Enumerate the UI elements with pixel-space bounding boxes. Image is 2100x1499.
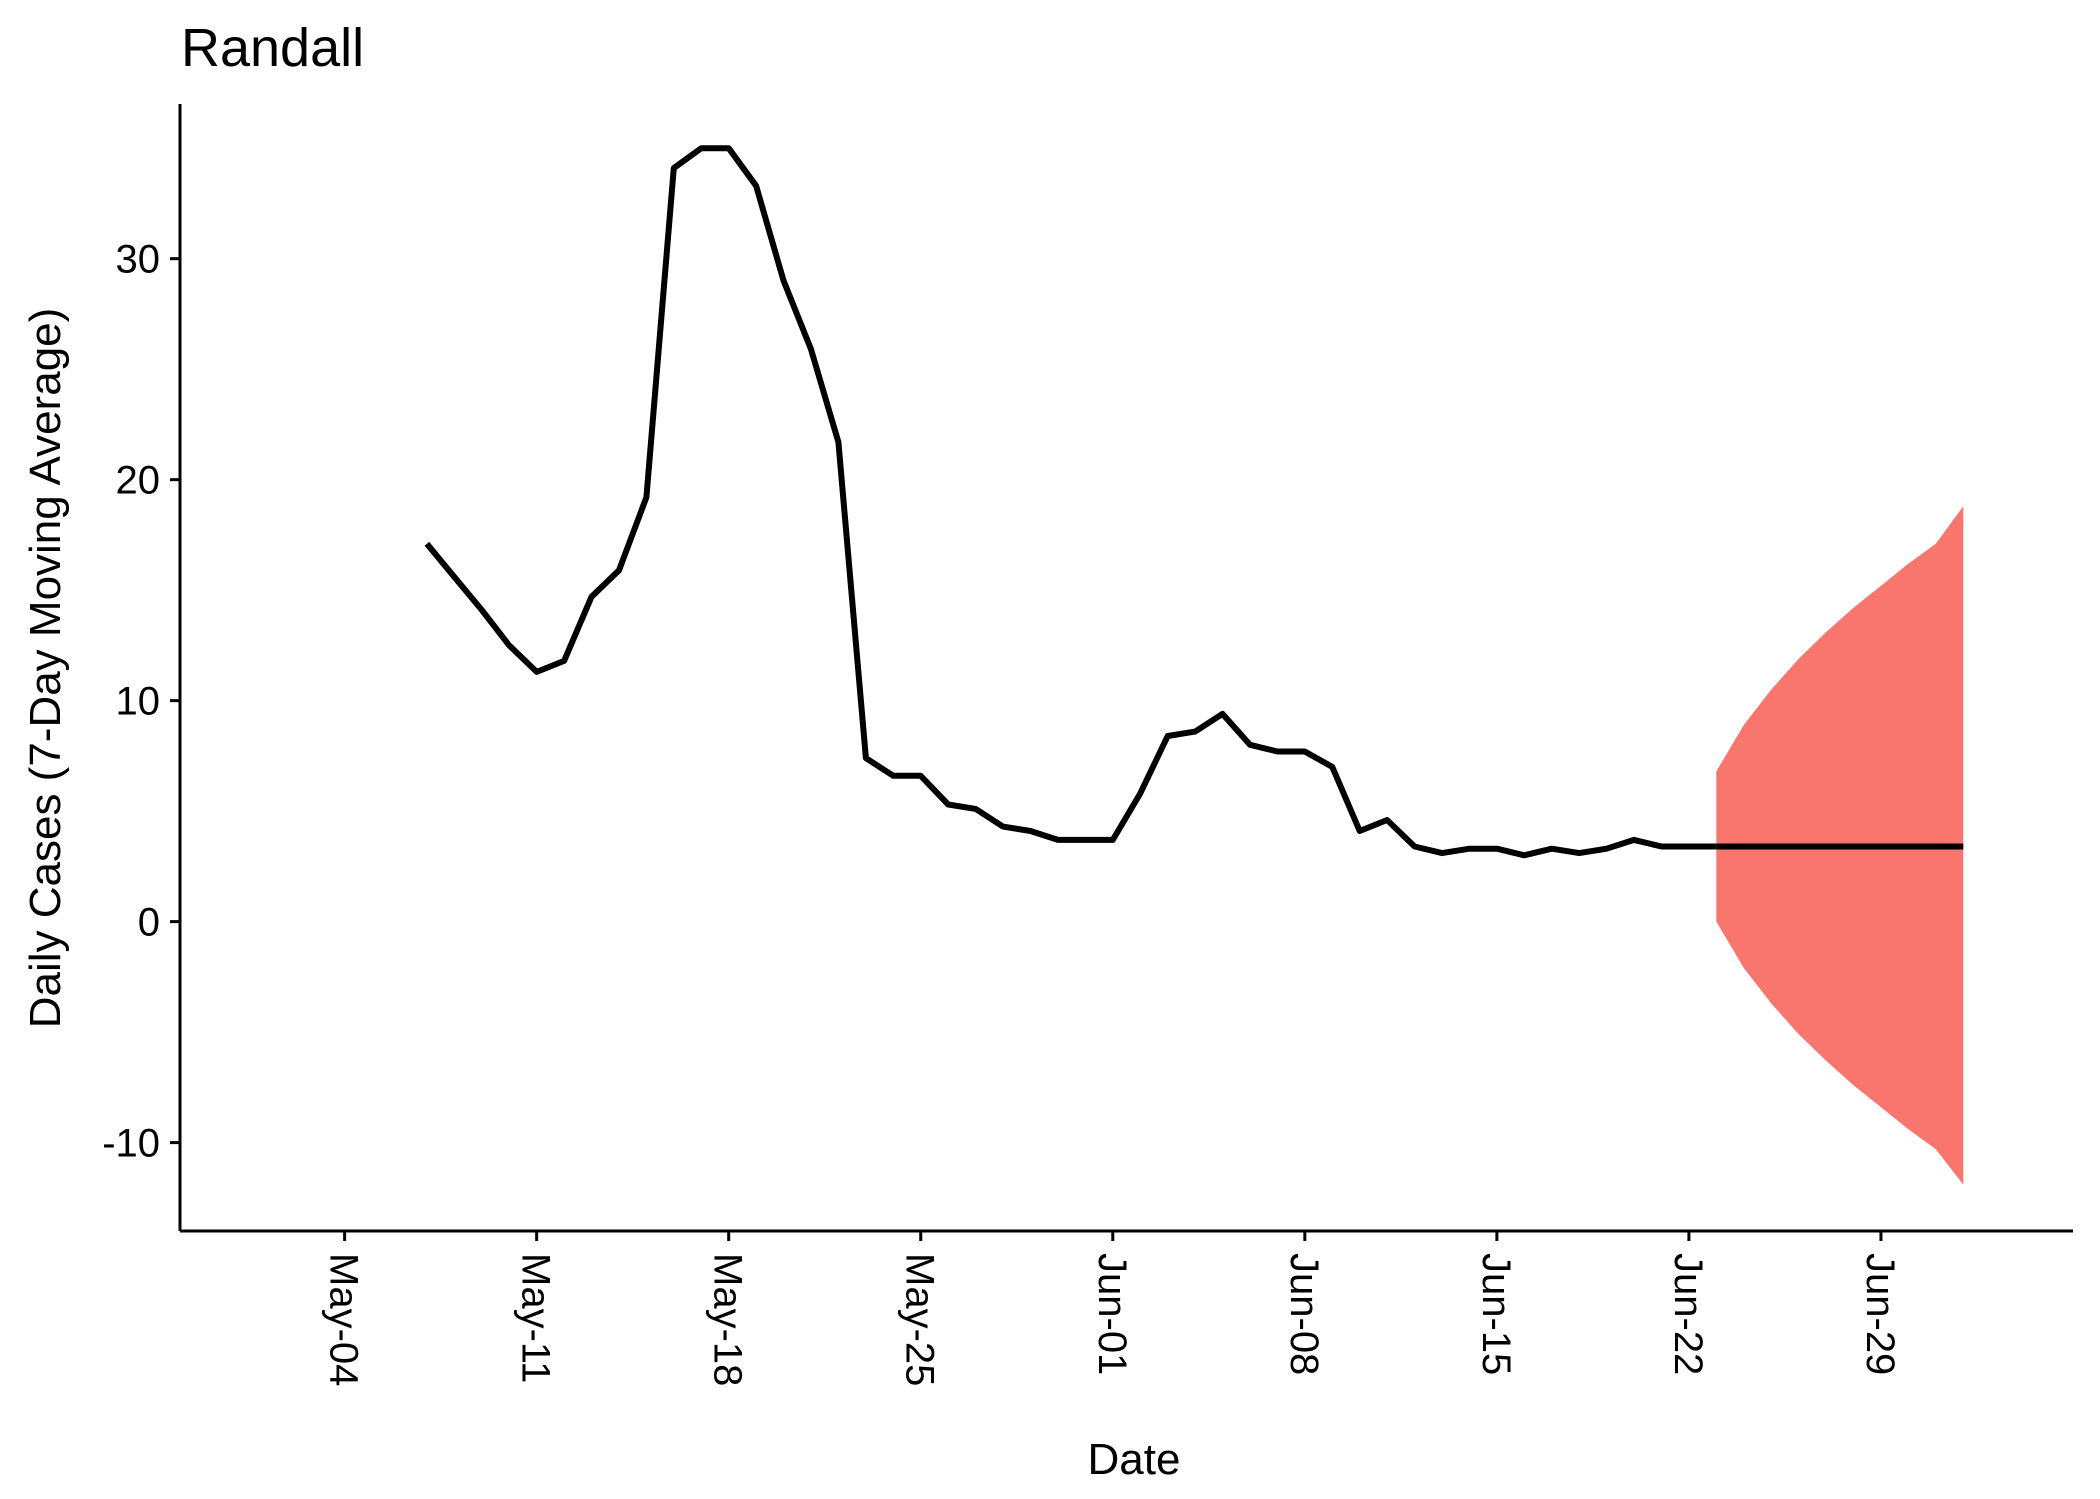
axes bbox=[178, 104, 2073, 1233]
x-tick-label: May-11 bbox=[514, 1253, 558, 1383]
x-tick-label: Jun-22 bbox=[1666, 1253, 1710, 1375]
chart-title: Randall bbox=[181, 18, 364, 78]
observed-line bbox=[424, 145, 1717, 859]
x-axis-title: Date bbox=[1088, 1435, 1181, 1484]
x-tick-label: Jun-29 bbox=[1858, 1253, 1902, 1375]
y-tick-label: -10 bbox=[102, 1122, 160, 1166]
x-tick-label: Jun-01 bbox=[1090, 1253, 1134, 1375]
y-tick-label: 0 bbox=[138, 901, 160, 945]
y-tick-label: 10 bbox=[116, 680, 161, 724]
x-tick-label: Jun-15 bbox=[1474, 1253, 1518, 1375]
y-ticks: -10 0 10 20 30 bbox=[102, 238, 180, 1166]
x-tick-label: May-18 bbox=[706, 1253, 750, 1386]
x-tick-label: May-25 bbox=[898, 1253, 942, 1386]
y-tick-label: 20 bbox=[116, 459, 161, 503]
y-tick-label: 30 bbox=[116, 238, 161, 282]
y-axis-title: Daily Cases (7-Day Moving Average) bbox=[21, 308, 70, 1029]
x-tick-label: May-04 bbox=[322, 1253, 366, 1386]
series-line-layer bbox=[424, 145, 1964, 859]
x-ticks: May-04 May-11 May-18 May-25 Jun-01 Jun-08 Jun-… bbox=[322, 1231, 1902, 1386]
x-tick-label: Jun-08 bbox=[1282, 1253, 1326, 1375]
